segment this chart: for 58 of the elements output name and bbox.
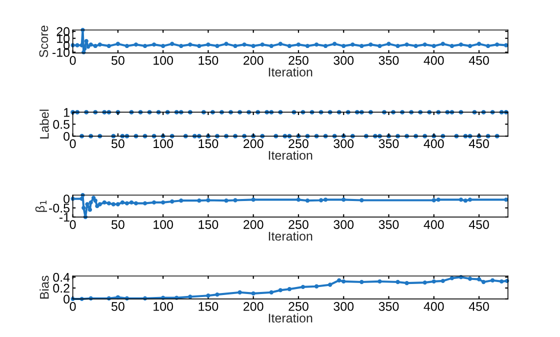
- x-tick-label: 50: [111, 302, 124, 311]
- x-tick-label: 100: [154, 302, 174, 311]
- x-tick-label: 100: [154, 56, 174, 65]
- x-tick-label: 200: [244, 56, 264, 65]
- x-tick-label: 250: [288, 220, 308, 229]
- x-axis-title: Iteration: [268, 67, 312, 77]
- x-tick-label: 0: [70, 220, 76, 229]
- y-tick-label: -0.5: [49, 204, 70, 213]
- x-tick-label: 300: [334, 220, 354, 229]
- x-axis-title: Iteration: [268, 231, 312, 241]
- x-tick-label: 400: [424, 220, 444, 229]
- x-tick-label: 350: [378, 56, 399, 65]
- y-axis-title: β$_{1}$: [35, 200, 47, 212]
- y-tick-label: 0.2: [53, 284, 70, 293]
- y-axis-title: Bias: [40, 276, 49, 299]
- x-tick-label: 300: [334, 302, 354, 311]
- y-axis-title: Label: [40, 110, 49, 138]
- x-tick-label: 350: [378, 220, 399, 229]
- x-tick-label: 250: [288, 302, 308, 311]
- x-tick-label: 100: [154, 139, 174, 148]
- x-tick-label: 150: [198, 56, 218, 65]
- y-tick-label: 0: [64, 132, 70, 141]
- y-tick-label: 0: [64, 194, 70, 204]
- y-tick-label: -10: [52, 48, 70, 57]
- x-tick-label: 200: [244, 220, 264, 229]
- x-tick-label: 300: [334, 139, 354, 148]
- x-tick-label: 250: [288, 56, 308, 65]
- x-tick-label: 400: [424, 56, 444, 65]
- x-tick-label: 50: [111, 220, 124, 229]
- x-tick-label: 150: [198, 220, 218, 229]
- x-tick-label: 350: [378, 139, 399, 148]
- y-tick-label: 0: [64, 294, 70, 304]
- x-tick-label: 400: [424, 139, 444, 148]
- x-tick-label: 0: [70, 302, 76, 311]
- y-tick-label: 1: [64, 108, 70, 117]
- x-tick-label: 0: [70, 139, 76, 148]
- x-axis-title: Iteration: [268, 150, 312, 160]
- x-tick-label: 450: [468, 302, 489, 311]
- x-tick-label: 350: [378, 302, 399, 311]
- x-tick-label: 50: [111, 139, 124, 148]
- x-tick-label: 50: [111, 56, 124, 65]
- x-tick-label: 150: [198, 139, 218, 148]
- x-tick-label: 400: [424, 302, 444, 311]
- y-tick-label: 0.5: [53, 120, 70, 129]
- y-tick-label: 0.4: [53, 272, 70, 282]
- x-tick-label: 100: [154, 220, 174, 229]
- x-tick-label: 450: [468, 220, 489, 229]
- x-tick-label: 300: [334, 56, 354, 65]
- y-axis-title: Score: [39, 26, 48, 58]
- x-axis-title: Iteration: [268, 313, 312, 323]
- x-tick-label: 150: [198, 302, 218, 311]
- x-tick-label: 250: [288, 139, 308, 148]
- x-tick-label: 200: [244, 302, 264, 311]
- x-tick-label: 200: [244, 139, 264, 148]
- x-tick-label: 450: [468, 139, 489, 148]
- x-tick-label: 0: [70, 56, 76, 65]
- y-tick-label: -1: [59, 212, 70, 222]
- x-tick-label: 450: [468, 56, 489, 65]
